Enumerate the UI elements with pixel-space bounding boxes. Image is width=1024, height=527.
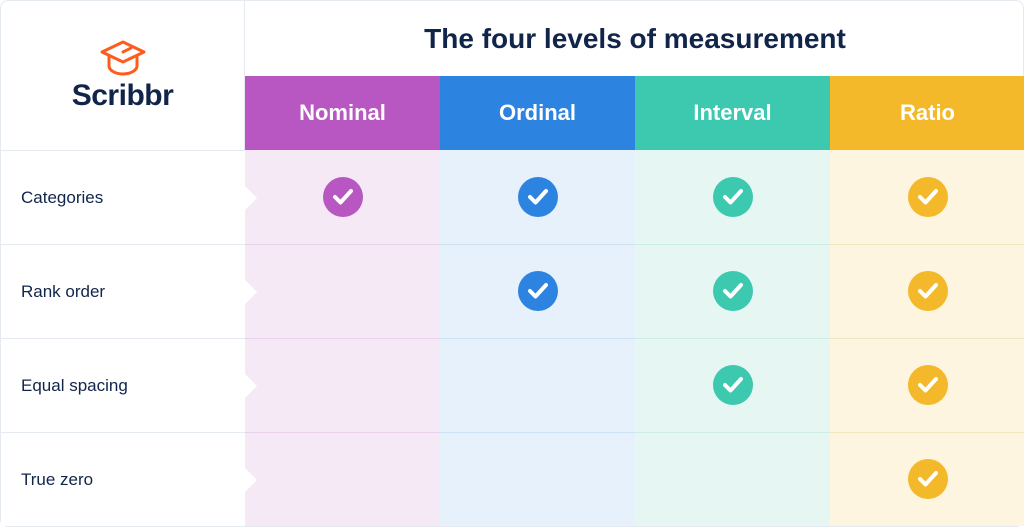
check-icon [518, 271, 558, 311]
row-label: Rank order [1, 244, 245, 338]
table-cell [830, 432, 1024, 526]
check-icon [518, 177, 558, 217]
brand-cap-icon [100, 39, 146, 77]
column-header-nominal: Nominal [245, 76, 440, 150]
check-icon [908, 177, 948, 217]
table-cell [635, 150, 830, 244]
row-label: True zero [1, 432, 245, 526]
check-icon [713, 177, 753, 217]
page-title: The four levels of measurement [245, 1, 1024, 76]
table-cell [830, 150, 1024, 244]
table-cell [245, 338, 440, 432]
table-cell [245, 244, 440, 338]
table-cell [635, 244, 830, 338]
table-cell [440, 432, 635, 526]
table-cell [440, 338, 635, 432]
column-header-ratio: Ratio [830, 76, 1024, 150]
brand-logo-cell: Scribbr [1, 1, 245, 150]
table-cell [245, 150, 440, 244]
table-cell [635, 432, 830, 526]
check-icon [713, 365, 753, 405]
check-icon [908, 365, 948, 405]
table-cell [440, 244, 635, 338]
check-icon [908, 271, 948, 311]
check-icon [908, 459, 948, 499]
table-cell [245, 432, 440, 526]
table-cell [635, 338, 830, 432]
row-label: Categories [1, 150, 245, 244]
brand-wordmark: Scribbr [72, 79, 174, 113]
table-cell [830, 338, 1024, 432]
check-icon [323, 177, 363, 217]
table-cell [440, 150, 635, 244]
column-header-interval: Interval [635, 76, 830, 150]
row-label: Equal spacing [1, 338, 245, 432]
check-icon [713, 271, 753, 311]
table-cell [830, 244, 1024, 338]
column-header-ordinal: Ordinal [440, 76, 635, 150]
